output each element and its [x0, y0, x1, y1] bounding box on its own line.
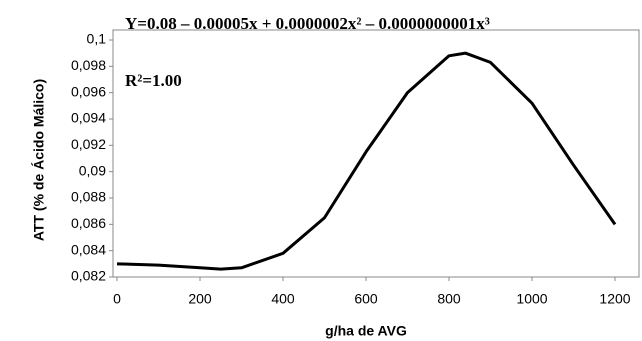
y-tick-label: 0,088 [71, 189, 106, 205]
x-tick-label: 600 [354, 291, 378, 307]
line-series [116, 51, 617, 271]
x-tick-label: 200 [188, 291, 212, 307]
r-squared: R²=1.00 [125, 71, 182, 90]
plot-frame [112, 29, 640, 278]
y-tick-label: 0,086 [71, 215, 106, 231]
y-tick-label: 0,094 [71, 110, 106, 126]
y-tick-label: 0,084 [71, 241, 106, 257]
equation: Y=0.08 – 0.00005x + 0.0000002x² – 0.0000… [125, 14, 490, 33]
y-tick-label: 0,1 [87, 31, 107, 47]
y-tick-label: 0,098 [71, 57, 106, 73]
y-axis-title: ATT (% de Ácido Málico) [31, 79, 47, 241]
x-tick-label: 400 [271, 291, 295, 307]
y-tick-label: 0,092 [71, 136, 106, 152]
y-tick-label: 0,082 [71, 268, 106, 284]
x-tick-label: 1200 [599, 291, 630, 307]
x-tick-label: 1000 [516, 291, 547, 307]
x-axis-title: g/ha de AVG [325, 323, 407, 339]
y-tick-label: 0,09 [79, 162, 106, 178]
x-tick-label: 800 [437, 291, 461, 307]
y-tick-label: 0,096 [71, 83, 106, 99]
x-tick-label: 0 [113, 291, 121, 307]
